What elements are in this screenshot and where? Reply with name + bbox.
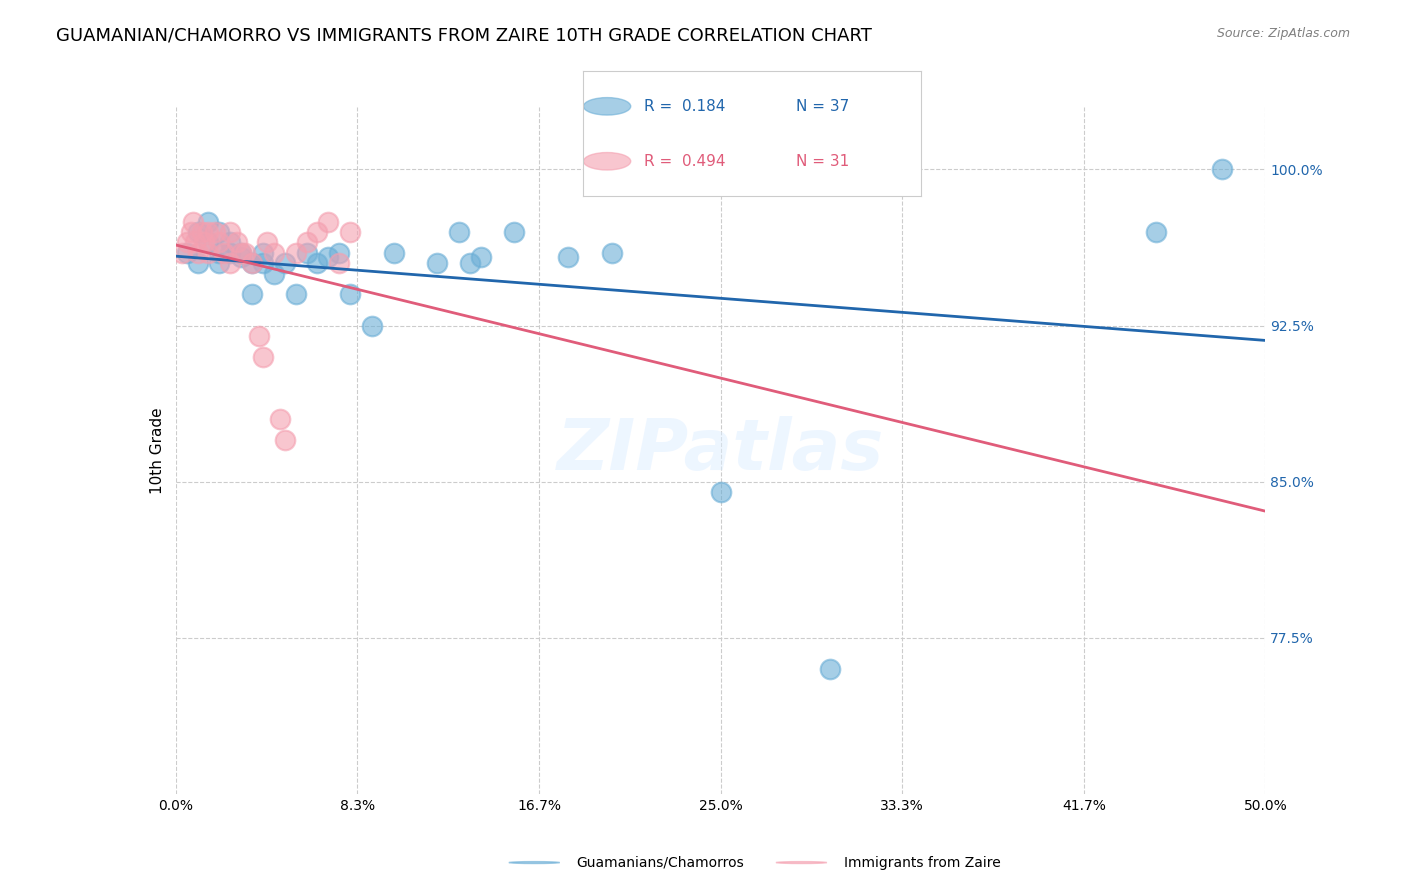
Point (197, 235, 219, 250)
Point (176, 235, 198, 250)
Point (502, 225, 524, 239)
Point (1144, 225, 1167, 239)
Point (240, 256, 263, 270)
Point (176, 245, 198, 260)
Point (252, 256, 274, 270)
Point (284, 287, 307, 301)
Point (252, 350, 274, 364)
Point (1211, 162, 1233, 177)
Point (426, 256, 449, 270)
Point (219, 245, 242, 260)
Circle shape (583, 97, 631, 115)
Point (208, 225, 231, 239)
Point (557, 250, 579, 264)
Point (269, 412, 291, 426)
Point (256, 235, 278, 250)
Point (235, 245, 257, 260)
Text: Source: ZipAtlas.com: Source: ZipAtlas.com (1216, 27, 1350, 40)
Point (247, 329, 270, 343)
Point (219, 235, 242, 250)
Point (307, 256, 329, 270)
Point (263, 245, 285, 260)
Point (225, 235, 247, 250)
Point (186, 245, 209, 260)
Point (252, 245, 274, 260)
Point (197, 214, 219, 228)
Point (328, 245, 350, 260)
Point (197, 225, 219, 239)
Point (710, 485, 733, 500)
Point (172, 245, 194, 260)
Text: ZIPatlas: ZIPatlas (557, 416, 884, 485)
Text: Guamanians/Chamorros: Guamanians/Chamorros (576, 855, 744, 870)
Circle shape (776, 862, 827, 863)
Point (219, 225, 242, 239)
Point (360, 318, 382, 333)
Point (197, 245, 219, 260)
Point (180, 225, 202, 239)
Point (186, 225, 209, 239)
Point (184, 235, 207, 250)
Point (600, 245, 623, 260)
Circle shape (509, 862, 560, 863)
Point (240, 287, 263, 301)
Point (447, 225, 470, 239)
Point (318, 214, 340, 228)
Circle shape (583, 153, 631, 170)
Point (339, 225, 361, 239)
Point (274, 433, 297, 447)
Point (339, 287, 361, 301)
Point (818, 662, 841, 676)
Point (307, 225, 329, 239)
Text: GUAMANIAN/CHAMORRO VS IMMIGRANTS FROM ZAIRE 10TH GRADE CORRELATION CHART: GUAMANIAN/CHAMORRO VS IMMIGRANTS FROM ZA… (56, 27, 872, 45)
Point (208, 256, 231, 270)
Point (274, 256, 297, 270)
Text: R =  0.494: R = 0.494 (644, 153, 725, 169)
Point (186, 256, 209, 270)
Text: N = 37: N = 37 (796, 99, 849, 114)
Point (231, 250, 253, 264)
Text: Immigrants from Zaire: Immigrants from Zaire (844, 855, 1000, 870)
Point (208, 245, 231, 260)
Point (295, 235, 318, 250)
Point (231, 245, 253, 260)
Point (208, 235, 231, 250)
Point (318, 250, 340, 264)
Y-axis label: 10th Grade: 10th Grade (149, 407, 165, 494)
Text: N = 31: N = 31 (796, 153, 849, 169)
Point (193, 235, 215, 250)
Point (204, 225, 226, 239)
Text: R =  0.184: R = 0.184 (644, 99, 725, 114)
Point (328, 256, 350, 270)
Point (470, 250, 492, 264)
Point (181, 214, 204, 228)
Point (295, 245, 318, 260)
Point (284, 245, 307, 260)
Point (219, 256, 242, 270)
Point (263, 267, 285, 281)
Point (212, 245, 235, 260)
Point (458, 256, 481, 270)
Point (382, 245, 405, 260)
Point (231, 245, 253, 260)
Point (191, 225, 214, 239)
Point (240, 256, 263, 270)
